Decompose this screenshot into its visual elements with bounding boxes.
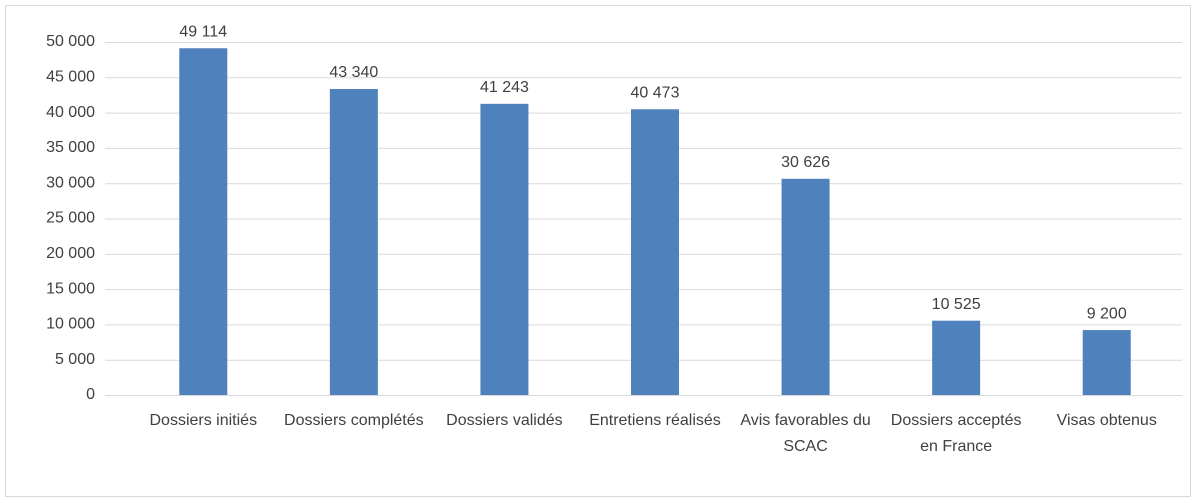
y-tick-label: 5 000	[55, 351, 95, 368]
bar	[631, 109, 679, 395]
bar	[932, 320, 981, 395]
y-tick-label: 0	[86, 386, 95, 403]
x-tick-label: Entretiens réalisés	[589, 412, 721, 429]
y-tick-label: 30 000	[46, 174, 95, 191]
y-tick-label: 15 000	[46, 280, 95, 297]
y-tick-label: 25 000	[46, 210, 95, 227]
data-label: 9 200	[1087, 305, 1127, 322]
data-label: 40 473	[631, 84, 680, 101]
x-tick-label: Dossiers validés	[446, 412, 563, 429]
chart-border	[5, 5, 1191, 497]
bar	[781, 178, 830, 395]
y-tick-label: 35 000	[46, 139, 95, 156]
data-label: 49 114	[179, 23, 227, 40]
bar	[480, 103, 529, 396]
bar	[1082, 330, 1131, 395]
data-label: 43 340	[329, 64, 378, 81]
x-tick-label: Dossiers acceptés en France	[890, 412, 1022, 455]
y-tick-label: 10 000	[46, 316, 95, 333]
data-label: 41 243	[480, 79, 529, 96]
y-tick-label: 45 000	[46, 69, 95, 86]
bar	[329, 89, 378, 396]
y-tick-label: 40 000	[46, 104, 95, 121]
x-tick-label: Visas obtenus	[1056, 412, 1157, 429]
y-tick-label: 20 000	[46, 245, 95, 262]
x-tick-label: Dossiers complétés	[284, 412, 424, 429]
bar	[179, 48, 228, 396]
x-tick-label: Avis favorables du SCAC	[740, 412, 871, 455]
data-label: 10 525	[932, 296, 981, 313]
data-label: 30 626	[781, 154, 830, 171]
x-tick-label: Dossiers initiés	[149, 412, 258, 429]
y-tick-label: 50 000	[46, 33, 95, 50]
